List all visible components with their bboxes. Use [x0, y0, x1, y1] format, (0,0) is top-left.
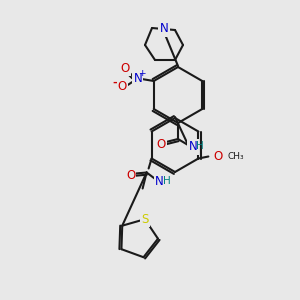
- Text: +: +: [138, 70, 146, 79]
- Text: N: N: [189, 140, 197, 154]
- Text: N: N: [160, 22, 168, 35]
- Text: O: O: [214, 150, 223, 163]
- Text: CH₃: CH₃: [227, 152, 244, 161]
- Text: O: O: [120, 61, 129, 74]
- Text: S: S: [141, 213, 148, 226]
- Text: N: N: [155, 175, 164, 188]
- Text: O: O: [117, 80, 126, 94]
- Text: O: O: [156, 137, 166, 151]
- Text: O: O: [126, 169, 135, 182]
- Text: -: -: [112, 78, 117, 88]
- Text: N: N: [134, 73, 142, 85]
- Text: H: H: [196, 141, 204, 151]
- Text: H: H: [163, 176, 170, 185]
